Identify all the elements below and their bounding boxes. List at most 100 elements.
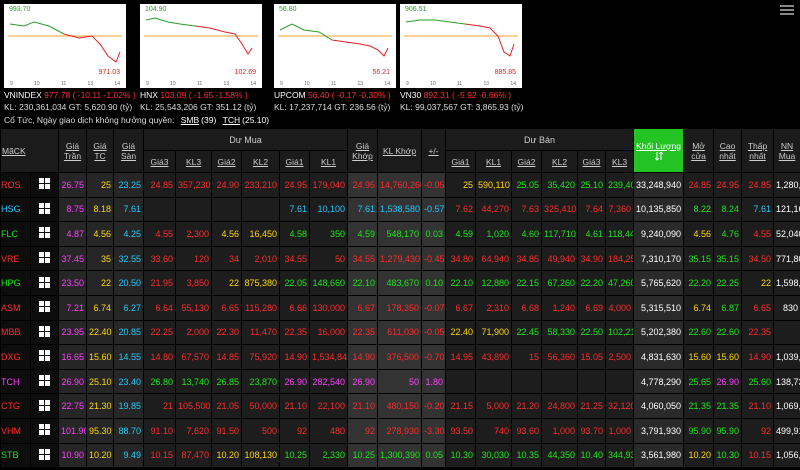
match-volume: 278,930 (377, 417, 423, 444)
volume: 50 (308, 245, 349, 272)
chart-icon[interactable] (39, 301, 50, 313)
column-header[interactable]: KL2 (541, 150, 579, 173)
chart-icon[interactable] (39, 424, 50, 436)
stock-row[interactable]: STB 10.90 10.20 9.49 10.15 87,470 10.20 108,130… (0, 442, 800, 469)
match-volume: 376,500 (377, 344, 423, 370)
column-header[interactable]: Giá Sàn (113, 128, 144, 173)
column-header[interactable]: NN Mua (773, 128, 800, 173)
header-row: MãCK Giá Trần Giá TC Giá Sàn Dư Mua Giá Khớp K… (0, 128, 800, 173)
column-header[interactable]: KL3 (605, 150, 635, 173)
chart-icon[interactable] (39, 252, 50, 264)
stock-row[interactable]: VHM 101.90 95.30 88.70 91.10 7,620 91.50 500 92 4… (0, 417, 800, 444)
price (511, 368, 543, 395)
chart-icon-cell[interactable] (30, 368, 59, 395)
column-header[interactable]: Cao nhất (713, 128, 743, 173)
volume: 50,000 (241, 393, 280, 419)
stock-row[interactable]: HSG 8.75 8.18 7.61 7.61 10,100 7.61 1,538,580 -0… (0, 196, 800, 223)
volume: 12,880 (475, 270, 513, 296)
icon-square (45, 208, 50, 214)
price: 24.95 (279, 172, 310, 198)
volume: 23,870 (241, 368, 280, 395)
column-header[interactable]: KL2 (241, 150, 280, 173)
sort-arrow (654, 151, 663, 161)
index-line-up (9, 21, 65, 35)
column-header[interactable]: Giá2 (211, 150, 242, 173)
column-header[interactable]: Thấp nhất (741, 128, 775, 173)
column-header[interactable]: Giá Trần (58, 128, 87, 173)
price: 21.35 (713, 393, 743, 419)
column-header[interactable]: Giá1 (279, 150, 310, 173)
chart-icon[interactable] (39, 325, 50, 337)
price: 22.20 (577, 270, 607, 296)
index-volume-line: KL: 17,237,714 GT: 236.56 (tỷ) (274, 102, 396, 112)
stock-row[interactable]: ASM 7.21 6.74 6.27 6.64 55,130 6.65 115,280 6.66… (0, 294, 800, 321)
chart-icon-cell[interactable] (30, 393, 59, 419)
column-header[interactable]: +/- (421, 128, 447, 173)
chart-icon[interactable] (39, 276, 50, 288)
stock-row[interactable]: ROS 26.75 25 23.25 24.85 357,230 24.90 233,210 2… (0, 172, 800, 198)
column-header[interactable]: Giá3 (577, 150, 607, 173)
chart-icon-cell[interactable] (30, 442, 59, 469)
foreign-buy: 1,069,050 (773, 393, 800, 419)
column-header[interactable]: KL1 (475, 150, 513, 173)
sort-icon[interactable] (654, 151, 663, 161)
floor-price: 14.55 (113, 344, 144, 370)
volume: 30,030 (475, 442, 513, 469)
volume: 590,110 (475, 172, 513, 198)
stock-row[interactable]: VRE 37.45 35 32.55 33.60 120 34 2,010 34.55 50 34.… (0, 245, 800, 272)
stock-row[interactable]: MBB 23.95 22.40 20.85 22.25 2,000 22.30 11,470 2… (0, 319, 800, 346)
column-header[interactable]: Giá2 (511, 150, 543, 173)
stock-row[interactable]: DXG 16.65 15.60 14.55 14.80 67,570 14.85 75,920… (0, 344, 800, 370)
notice-code[interactable]: SMB (180, 115, 200, 125)
price: 4.55 (143, 221, 176, 247)
index-name: UPCOM (274, 90, 306, 100)
volume: 120 (175, 245, 212, 272)
chart-icon-cell[interactable] (30, 417, 59, 444)
chart-icon[interactable] (39, 350, 50, 362)
volume: 1,240 (541, 294, 579, 321)
column-header[interactable]: MãCK (0, 128, 59, 173)
symbol: STB (0, 442, 31, 469)
chart-icon[interactable] (39, 448, 50, 460)
chart-icon[interactable] (39, 375, 50, 387)
chart-icon-cell[interactable] (30, 294, 59, 321)
stock-row[interactable]: CTG 22.75 21.30 19.85 21 105,500 21.05 50,000 21… (0, 393, 800, 419)
chart-icon-cell[interactable] (30, 270, 59, 296)
column-header[interactable]: Giá Khớp (347, 128, 379, 173)
index-change: ( -0.17 -0.30% ) (331, 90, 391, 100)
ref-price: 22 (86, 270, 114, 296)
stock-row[interactable]: FLC 4.87 4.56 4.25 4.55 2,300 4.56 16,450 4.58 35… (0, 221, 800, 247)
icon-square (39, 405, 44, 411)
stock-row[interactable]: TCH 26.90 25.10 23.40 26.80 13,740 26.85 23,870… (0, 368, 800, 395)
chart-icon-cell[interactable] (30, 319, 59, 346)
column-header[interactable]: Giá1 (445, 150, 477, 173)
chart-icon-cell[interactable] (30, 344, 59, 370)
chart-icon-cell[interactable] (30, 245, 59, 272)
chart-icon-cell[interactable] (30, 196, 59, 223)
column-header[interactable]: Khối Lượng (633, 128, 685, 173)
chart-icon[interactable] (39, 227, 50, 239)
column-header[interactable]: Giá3 (143, 150, 176, 173)
column-header[interactable]: KL Khớp (377, 128, 423, 173)
chart-icon[interactable] (39, 399, 50, 411)
volume: 108,130 (241, 442, 280, 469)
gt-value: 5,620.90 (84, 102, 118, 112)
chart-icon[interactable] (39, 202, 50, 214)
volume: 117,710 (541, 221, 579, 247)
column-header[interactable]: KL1 (308, 150, 349, 173)
change: 0.03 (421, 221, 447, 247)
index-volume-line: KL: 230,361,034 GT: 5,620.90 (tỷ) (4, 102, 132, 112)
chart-icon[interactable] (39, 178, 50, 190)
column-header[interactable]: Giá TC (86, 128, 114, 173)
chart-icon-cell[interactable] (30, 172, 59, 198)
menu-icon[interactable] (780, 4, 794, 16)
index-line-down (464, 23, 515, 57)
notice-code[interactable]: TCH (222, 115, 241, 125)
column-header[interactable]: Mở cửa (683, 128, 715, 173)
stock-row[interactable]: HPG 23.50 22 20.50 21.95 3,850 22 875,380 22.05 1… (0, 270, 800, 296)
floor-price: 19.85 (113, 393, 144, 419)
symbol: MBB (0, 319, 31, 346)
chart-icon-cell[interactable] (30, 221, 59, 247)
column-header[interactable]: KL3 (175, 150, 212, 173)
icon-square (45, 424, 50, 430)
